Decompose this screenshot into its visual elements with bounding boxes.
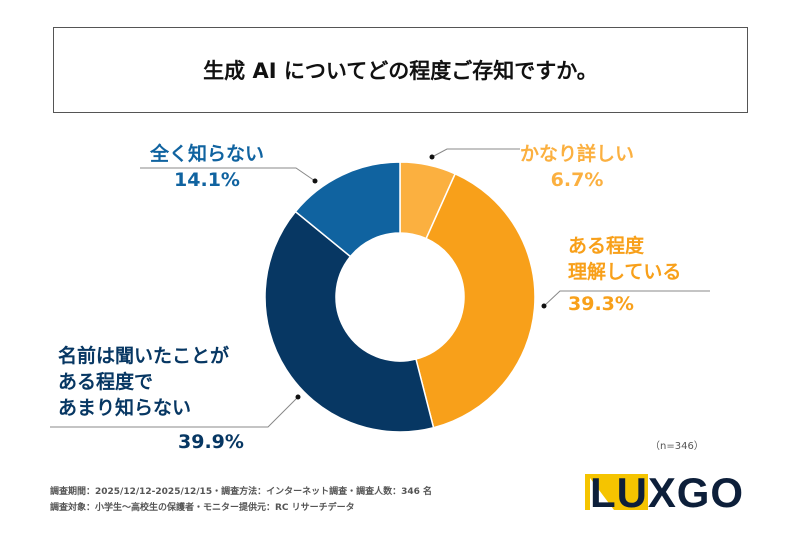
leader-line-1 <box>543 290 710 307</box>
leader-line-0 <box>431 148 520 158</box>
slice-label: 理解している <box>568 261 682 283</box>
label-s2: 名前は聞いたことが ある程度で あまり知らない 39.9% <box>58 343 244 455</box>
slice-label: 全く知らない <box>150 143 265 165</box>
survey-note-2: 調査対象：小学生〜高校生の保護者・モニター提供元：RC リサーチデータ <box>50 503 355 513</box>
donut-slice-1 <box>415 172 536 429</box>
slice-label: 名前は聞いたことが <box>58 345 230 367</box>
label-s0: かなり詳しい 6.7% <box>520 141 634 193</box>
label-s3: 全く知らない 14.1% <box>150 141 264 193</box>
leader-line-2 <box>50 396 299 428</box>
leader-dot-3 <box>312 178 318 184</box>
slice-value: 6.7% <box>550 169 604 191</box>
slice-label: ある程度 <box>568 235 645 257</box>
slice-value: 39.3% <box>568 293 634 315</box>
donut-slice-3 <box>294 161 401 258</box>
slice-value: 14.1% <box>174 169 240 191</box>
slice-label: あまり知らない <box>58 397 192 419</box>
leader-dot-1 <box>541 303 547 309</box>
slice-value: 39.9% <box>178 431 244 453</box>
slice-label: ある程度で <box>58 371 154 393</box>
survey-note-1: 調査期間：2025/12/12-2025/12/15・調査方法：インターネット調… <box>50 487 433 497</box>
chart-title: 生成 AI についてどの程度ご存知ですか。 <box>203 59 598 83</box>
sample-size: （n=346） <box>650 441 704 452</box>
label-s1: ある程度 理解している 39.3% <box>568 233 681 317</box>
leader-dot-0 <box>429 154 435 160</box>
leader-dot-2 <box>295 394 301 400</box>
slice-label: かなり詳しい <box>520 143 635 165</box>
leader-line-3 <box>140 167 316 182</box>
title-box: 生成 AI についてどの程度ご存知ですか。 <box>53 27 748 113</box>
donut-slice-2 <box>264 210 435 433</box>
